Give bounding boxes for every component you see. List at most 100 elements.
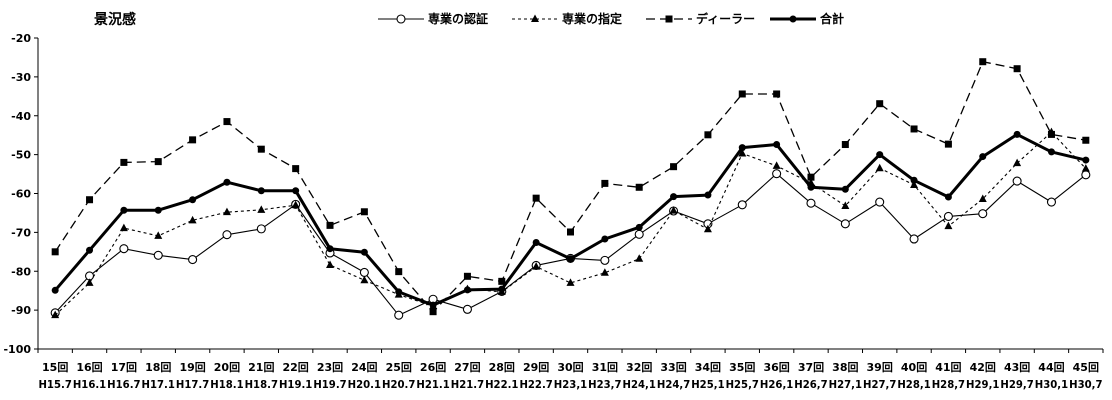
data-point: [807, 183, 815, 191]
x-tick-sublabel: H28,1: [897, 378, 930, 391]
data-point: [532, 194, 540, 202]
x-tick-label: 42回: [970, 360, 996, 374]
x-tick-sublabel: H17.1: [142, 378, 175, 391]
data-point: [773, 90, 781, 98]
x-tick-label: 45回: [1073, 360, 1099, 374]
data-point: [876, 151, 884, 159]
x-tick-label: 23回: [317, 360, 343, 374]
data-point: [395, 268, 403, 276]
x-tick-sublabel: H18.7: [245, 378, 278, 391]
legend-label: ディーラー: [696, 11, 755, 26]
data-point: [1081, 164, 1090, 172]
data-point: [772, 161, 781, 169]
data-point: [119, 244, 129, 254]
data-point: [944, 193, 952, 201]
x-tick-label: 19回: [179, 360, 205, 374]
x-tick-sublabel: H23,7: [588, 378, 621, 391]
series-3: [51, 58, 1090, 316]
data-point: [189, 136, 197, 144]
data-point: [292, 165, 300, 173]
x-tick-sublabel: H18.1: [210, 378, 243, 391]
x-tick-label: 22回: [283, 360, 309, 374]
x-tick-sublabel: H20.7: [382, 378, 415, 391]
series-layer: [50, 58, 1091, 320]
legend-marker: [665, 15, 673, 23]
data-point: [944, 140, 952, 148]
data-point: [1012, 176, 1022, 186]
x-tick-sublabel: H21.1: [416, 378, 449, 391]
x-tick-label: 36回: [763, 360, 789, 374]
data-point: [635, 254, 644, 262]
data-point: [360, 275, 369, 284]
data-point: [188, 255, 198, 265]
legend-marker: [396, 14, 406, 24]
data-point: [360, 208, 368, 216]
x-tick-label: 40回: [901, 360, 927, 374]
x-tick-label: 33回: [660, 360, 686, 374]
x-tick-sublabel: H16.1: [73, 378, 106, 391]
series-4: [51, 130, 1090, 309]
data-point: [360, 248, 368, 256]
data-point: [1082, 136, 1090, 144]
x-tick-label: 28回: [489, 360, 515, 374]
data-point: [498, 277, 506, 285]
legend-item: ディーラー: [646, 11, 755, 26]
x-tick-label: 41回: [935, 360, 961, 374]
data-point: [153, 250, 163, 260]
data-point: [773, 141, 781, 149]
x-tick-sublabel: H29,7: [1000, 378, 1033, 391]
data-point: [979, 153, 987, 161]
data-point: [772, 169, 782, 179]
data-point: [429, 301, 437, 309]
data-point: [257, 205, 266, 213]
y-tick-label: -40: [11, 110, 31, 123]
data-point: [223, 178, 231, 186]
data-point: [120, 158, 128, 166]
data-point: [600, 255, 610, 265]
data-point: [223, 118, 231, 126]
x-tick-sublabel: H23,1: [554, 378, 587, 391]
data-point: [462, 304, 472, 314]
data-point: [154, 158, 162, 166]
x-tick-label: 26回: [420, 360, 446, 374]
data-point: [704, 131, 712, 139]
data-point: [154, 206, 162, 214]
y-tick-label: -100: [3, 343, 31, 356]
x-tick-label: 15回: [42, 360, 68, 374]
data-point: [566, 278, 575, 286]
data-point: [51, 286, 59, 294]
data-point: [909, 234, 919, 244]
x-axis-labels: 15回 H15.7 16回 H16.1 17回 H16.7 18回 H17.1 19回 H17.7…: [38, 360, 1102, 391]
x-tick-label: 37回: [798, 360, 824, 374]
x-tick-label: 20回: [214, 360, 240, 374]
data-point: [567, 255, 574, 263]
data-point: [1013, 130, 1021, 138]
data-point: [1047, 130, 1055, 138]
data-point: [222, 230, 232, 240]
data-point: [463, 272, 471, 280]
data-point: [292, 187, 300, 195]
data-point: [875, 163, 884, 172]
x-tick-label: 21回: [248, 360, 274, 374]
x-tick-label: 29回: [523, 360, 549, 374]
data-point: [841, 185, 849, 193]
x-tick-label: 16回: [76, 360, 102, 374]
data-point: [532, 262, 541, 270]
data-point: [1081, 170, 1091, 180]
x-tick-label: 34回: [695, 360, 721, 374]
data-point: [807, 173, 815, 181]
x-tick-label: 24回: [351, 360, 377, 374]
data-point: [634, 229, 644, 239]
x-tick-label: 32回: [626, 360, 652, 374]
x-tick-sublabel: H19.1: [279, 378, 312, 391]
x-tick-label: 30回: [557, 360, 583, 374]
data-point: [257, 187, 265, 195]
x-tick-sublabel: H30,1: [1035, 378, 1068, 391]
x-tick-sublabel: H28,7: [932, 378, 965, 391]
series-line: [54, 173, 1087, 316]
data-point: [738, 90, 746, 98]
data-point: [326, 260, 335, 269]
x-tick-label: 38回: [832, 360, 858, 374]
data-point: [394, 310, 404, 320]
x-tick-label: 27回: [454, 360, 480, 374]
